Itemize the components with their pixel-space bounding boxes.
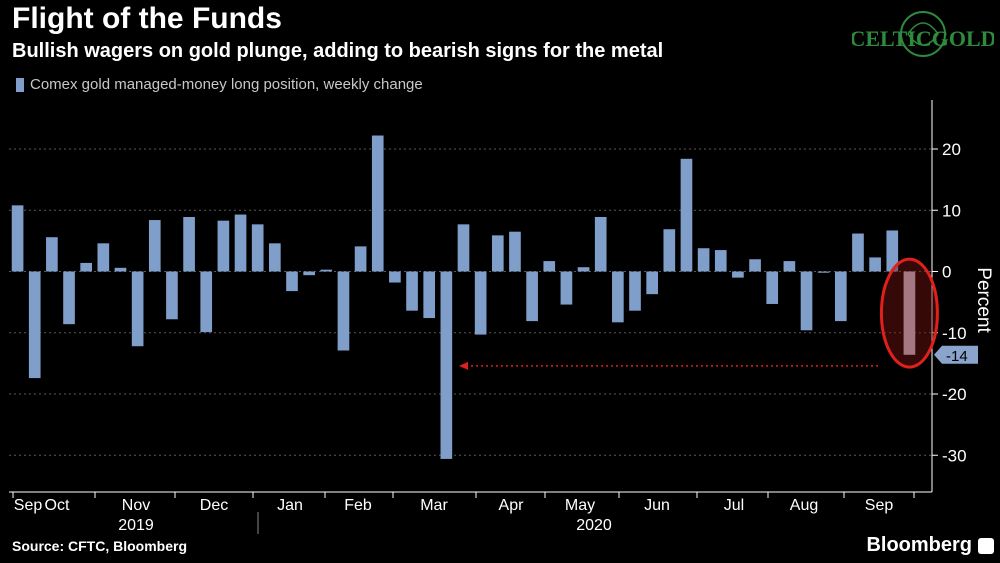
- x-month-label: Aug: [790, 497, 818, 514]
- bar: [423, 271, 436, 319]
- bar: [457, 224, 470, 272]
- bar: [903, 271, 916, 355]
- bar: [629, 271, 641, 311]
- bar: [509, 231, 521, 272]
- y-tick-label: 20: [942, 140, 961, 159]
- bar: [869, 257, 881, 272]
- annotation-arrowhead: [459, 361, 468, 370]
- y-tick-label: 10: [942, 201, 961, 220]
- bar: [183, 216, 195, 272]
- bar: [63, 271, 75, 325]
- bar: [337, 271, 350, 351]
- y-tick-label: 0: [942, 263, 951, 282]
- bar: [234, 214, 247, 272]
- bar: [354, 246, 367, 272]
- x-month-label: Jan: [277, 497, 303, 514]
- bar: [697, 248, 710, 272]
- chart-subtitle: Bullish wagers on gold plunge, adding to…: [12, 40, 664, 62]
- x-month-label: Sep: [865, 497, 894, 514]
- x-month-label: Oct: [45, 497, 70, 514]
- x-month-label: Jul: [724, 497, 744, 514]
- x-month-label: May: [565, 497, 595, 514]
- bar: [817, 271, 830, 273]
- bar: [783, 261, 796, 272]
- y-tick-label: -10: [942, 324, 967, 343]
- bar: [371, 135, 384, 272]
- bar: [612, 271, 624, 323]
- latest-value-tag: [934, 345, 978, 364]
- bar: [749, 259, 761, 272]
- bar: [732, 271, 744, 278]
- bar: [320, 269, 333, 272]
- brand-name: Bloomberg: [866, 534, 972, 556]
- bar: [886, 230, 899, 272]
- x-year-label: 2019: [118, 517, 154, 534]
- bar: [303, 271, 315, 276]
- legend: Comex gold managed-money long position, …: [16, 76, 423, 93]
- logo-text: CELTICGOLD: [852, 26, 994, 51]
- bar: [46, 237, 58, 272]
- bar: [834, 271, 847, 322]
- bar: [663, 229, 676, 272]
- bar: [543, 261, 556, 272]
- bar: [646, 271, 658, 295]
- bloomberg-chart-icon: [978, 538, 994, 554]
- bar: [166, 271, 178, 320]
- bar: [440, 271, 453, 459]
- x-month-label: Nov: [122, 497, 150, 514]
- highlight-ellipse: [879, 257, 939, 369]
- x-month-label: Apr: [499, 497, 525, 514]
- bar: [131, 271, 144, 347]
- bar: [594, 216, 607, 272]
- bar: [389, 271, 401, 283]
- bar: [406, 271, 418, 311]
- bar: [577, 267, 590, 272]
- bar: [714, 250, 727, 272]
- legend-label: Comex gold managed-money long position, …: [30, 76, 423, 93]
- y-tick-label: -20: [942, 385, 967, 404]
- y-axis-title: Percent: [973, 267, 994, 333]
- bar: [80, 262, 93, 272]
- x-month-label: Mar: [420, 497, 448, 514]
- bar: [97, 243, 110, 272]
- bar: [200, 271, 213, 333]
- bar: [251, 224, 264, 272]
- bar: [680, 158, 693, 272]
- bar: [11, 205, 24, 272]
- source-note: Source: CFTC, Bloomberg: [12, 538, 188, 554]
- bar: [474, 271, 487, 335]
- latest-value-label: -14: [946, 348, 968, 365]
- bar: [269, 243, 281, 272]
- x-year-label: 2020: [576, 517, 612, 534]
- x-month-label: Sep: [14, 497, 43, 514]
- bar: [852, 233, 864, 272]
- x-month-label: Feb: [344, 497, 372, 514]
- x-month-label: Dec: [200, 497, 228, 514]
- chart-title: Flight of the Funds: [12, 2, 282, 35]
- bar: [148, 220, 161, 272]
- y-tick-label: -30: [942, 446, 967, 465]
- bar: [114, 267, 127, 272]
- bar: [766, 271, 779, 304]
- bar: [526, 271, 538, 322]
- bar: [217, 220, 230, 272]
- bar: [286, 271, 298, 292]
- celticgold-logo: CELTICGOLD: [852, 11, 994, 57]
- bar: [28, 271, 41, 379]
- bar: [491, 235, 504, 272]
- legend-swatch: [16, 77, 24, 92]
- bar: [560, 271, 573, 305]
- bar: [800, 271, 813, 331]
- x-month-label: Jun: [644, 497, 670, 514]
